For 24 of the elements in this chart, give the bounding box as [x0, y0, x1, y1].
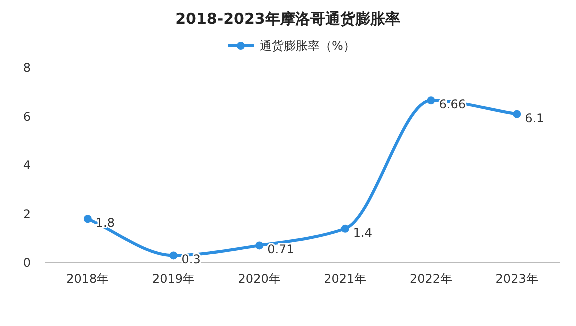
- data-label: 6.1: [525, 111, 544, 126]
- y-tick-label: 2: [23, 207, 31, 222]
- data-label: 0.3: [182, 252, 201, 267]
- data-label: 1.4: [353, 226, 373, 240]
- point: [341, 224, 350, 233]
- x-tick-label: 2021年: [324, 272, 367, 286]
- data-label: 0.71: [268, 242, 294, 257]
- y-tick-label: 6: [23, 110, 31, 124]
- x-tick-label: 2022年: [410, 272, 453, 286]
- y-tick-label: 4: [23, 158, 31, 172]
- point: [513, 110, 522, 118]
- point: [170, 252, 178, 260]
- chart-title: 2018-2023年摩洛哥通货膨胀率: [176, 10, 400, 28]
- data-label: 1.8: [96, 216, 116, 230]
- point: [256, 242, 264, 250]
- y-tick-label: 8: [23, 61, 31, 75]
- x-tick-label: 2018年: [66, 272, 110, 286]
- y-tick-label: 0: [23, 256, 31, 270]
- point: [427, 96, 436, 105]
- x-tick-label: 2020年: [238, 272, 281, 286]
- x-tick-label: 2019年: [152, 272, 196, 286]
- legend-label: 通货膨胀率（%）: [260, 39, 356, 53]
- point: [84, 215, 92, 224]
- x-tick-label: 2023年: [496, 272, 538, 286]
